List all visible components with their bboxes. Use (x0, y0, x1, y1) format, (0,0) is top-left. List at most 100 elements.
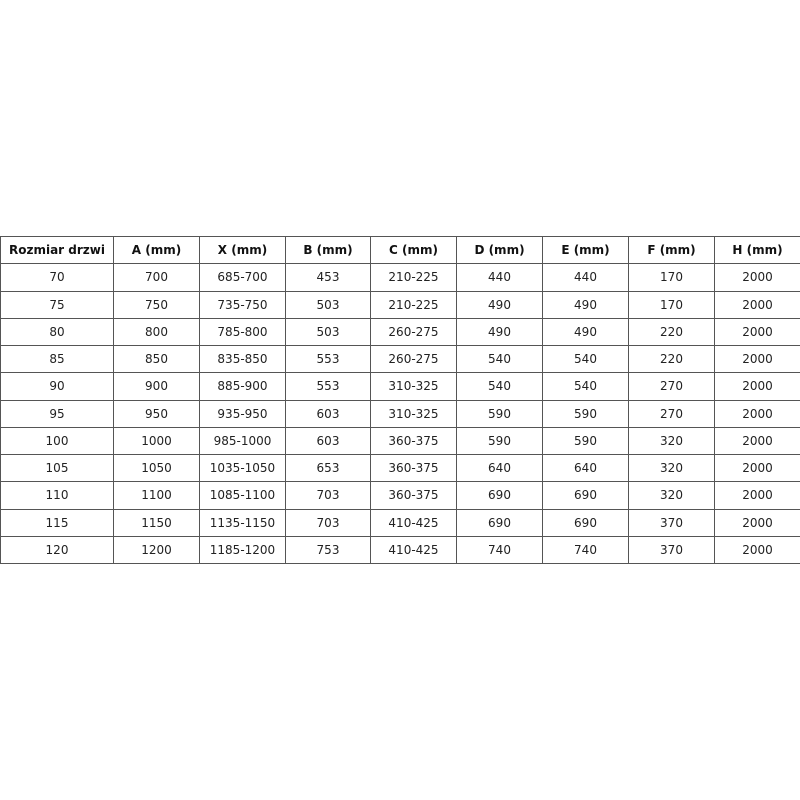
table-cell: 603 (285, 399, 371, 428)
column-header: D (mm) (456, 235, 543, 265)
table-cell: 490 (456, 290, 543, 319)
table-cell: 540 (456, 344, 543, 374)
table-cell: 70 (0, 263, 114, 292)
table-cell: 690 (456, 481, 543, 510)
table-cell: 453 (285, 263, 371, 292)
table-cell: 2000 (714, 508, 800, 537)
table-cell: 360-375 (370, 481, 457, 510)
table-cell: 703 (285, 481, 371, 510)
column-header: X (mm) (199, 235, 286, 265)
table-cell: 690 (542, 508, 629, 537)
table-cell: 110 (0, 481, 114, 510)
table-cell: 2000 (714, 399, 800, 428)
table-cell: 490 (456, 317, 543, 347)
table-cell: 553 (285, 344, 371, 374)
table-cell: 885-900 (199, 372, 286, 401)
door-dimensions-table: Rozmiar drzwi A (mm) X (mm) B (mm) C (mm) D (… (0, 235, 800, 565)
table-cell: 700 (113, 263, 200, 292)
table-cell: 260-275 (370, 344, 457, 374)
table-cell: 270 (628, 399, 715, 428)
table-cell: 370 (628, 508, 715, 537)
table-cell: 1100 (113, 481, 200, 510)
table-row: 85 850 835-850 553 260-275 540 540 220 2000 (0, 344, 800, 374)
table-cell: 410-425 (370, 535, 457, 565)
table-cell: 220 (628, 317, 715, 347)
header-row: Rozmiar drzwi A (mm) X (mm) B (mm) C (mm) D (… (0, 235, 800, 265)
table-row: 80 800 785-800 503 260-275 490 490 220 2000 (0, 317, 800, 347)
table-cell: 2000 (714, 290, 800, 319)
table-cell: 640 (456, 453, 543, 483)
table-cell: 750 (113, 290, 200, 319)
table-cell: 440 (542, 263, 629, 292)
table-cell: 590 (542, 426, 629, 456)
column-header: H (mm) (714, 235, 800, 265)
table-cell: 985-1000 (199, 426, 286, 456)
table-cell: 2000 (714, 426, 800, 456)
table-row: 90 900 885-900 553 310-325 540 540 270 2000 (0, 372, 800, 401)
table-cell: 590 (456, 399, 543, 428)
table-cell: 2000 (714, 344, 800, 374)
column-header: Rozmiar drzwi (0, 235, 114, 265)
table-cell: 753 (285, 535, 371, 565)
table-cell: 785-800 (199, 317, 286, 347)
table-cell: 590 (456, 426, 543, 456)
column-header: B (mm) (285, 235, 371, 265)
table-cell: 80 (0, 317, 114, 347)
table-cell: 2000 (714, 535, 800, 565)
table-cell: 740 (542, 535, 629, 565)
table-cell: 603 (285, 426, 371, 456)
table-row: 100 1000 985-1000 603 360-375 590 590 320 2000 (0, 426, 800, 456)
table-cell: 320 (628, 481, 715, 510)
table-cell: 503 (285, 290, 371, 319)
table-cell: 1200 (113, 535, 200, 565)
table-cell: 1135-1150 (199, 508, 286, 537)
table-cell: 410-425 (370, 508, 457, 537)
table-cell: 320 (628, 426, 715, 456)
table-cell: 690 (542, 481, 629, 510)
table-cell: 740 (456, 535, 543, 565)
table-cell: 220 (628, 344, 715, 374)
table-cell: 2000 (714, 317, 800, 347)
table-row: 75 750 735-750 503 210-225 490 490 170 2000 (0, 290, 800, 319)
table-cell: 105 (0, 453, 114, 483)
table-cell: 540 (542, 344, 629, 374)
table-cell: 170 (628, 263, 715, 292)
table-cell: 115 (0, 508, 114, 537)
column-header: C (mm) (370, 235, 457, 265)
table-cell: 850 (113, 344, 200, 374)
table-cell: 310-325 (370, 372, 457, 401)
table-cell: 120 (0, 535, 114, 565)
table-cell: 440 (456, 263, 543, 292)
table-cell: 1035-1050 (199, 453, 286, 483)
table-row: 105 1050 1035-1050 653 360-375 640 640 320 2000 (0, 453, 800, 483)
table-cell: 2000 (714, 481, 800, 510)
table-row: 70 700 685-700 453 210-225 440 440 170 2000 (0, 263, 800, 292)
table-cell: 260-275 (370, 317, 457, 347)
table-cell: 370 (628, 535, 715, 565)
table-cell: 490 (542, 317, 629, 347)
table-cell: 640 (542, 453, 629, 483)
table-cell: 2000 (714, 453, 800, 483)
table-cell: 540 (542, 372, 629, 401)
table-cell: 703 (285, 508, 371, 537)
table-cell: 270 (628, 372, 715, 401)
table-cell: 320 (628, 453, 715, 483)
table-cell: 2000 (714, 263, 800, 292)
table-row: 95 950 935-950 603 310-325 590 590 270 2000 (0, 399, 800, 428)
table-cell: 553 (285, 372, 371, 401)
table-cell: 170 (628, 290, 715, 319)
table-cell: 490 (542, 290, 629, 319)
table-cell: 735-750 (199, 290, 286, 319)
table-cell: 835-850 (199, 344, 286, 374)
table-row: 115 1150 1135-1150 703 410-425 690 690 370 2000 (0, 508, 800, 537)
table-cell: 360-375 (370, 453, 457, 483)
table-cell: 210-225 (370, 290, 457, 319)
column-header: F (mm) (628, 235, 715, 265)
table-cell: 90 (0, 372, 114, 401)
table-row: 120 1200 1185-1200 753 410-425 740 740 370 2000 (0, 535, 800, 565)
table-cell: 210-225 (370, 263, 457, 292)
table-cell: 503 (285, 317, 371, 347)
table-cell: 540 (456, 372, 543, 401)
table-cell: 590 (542, 399, 629, 428)
table-cell: 75 (0, 290, 114, 319)
